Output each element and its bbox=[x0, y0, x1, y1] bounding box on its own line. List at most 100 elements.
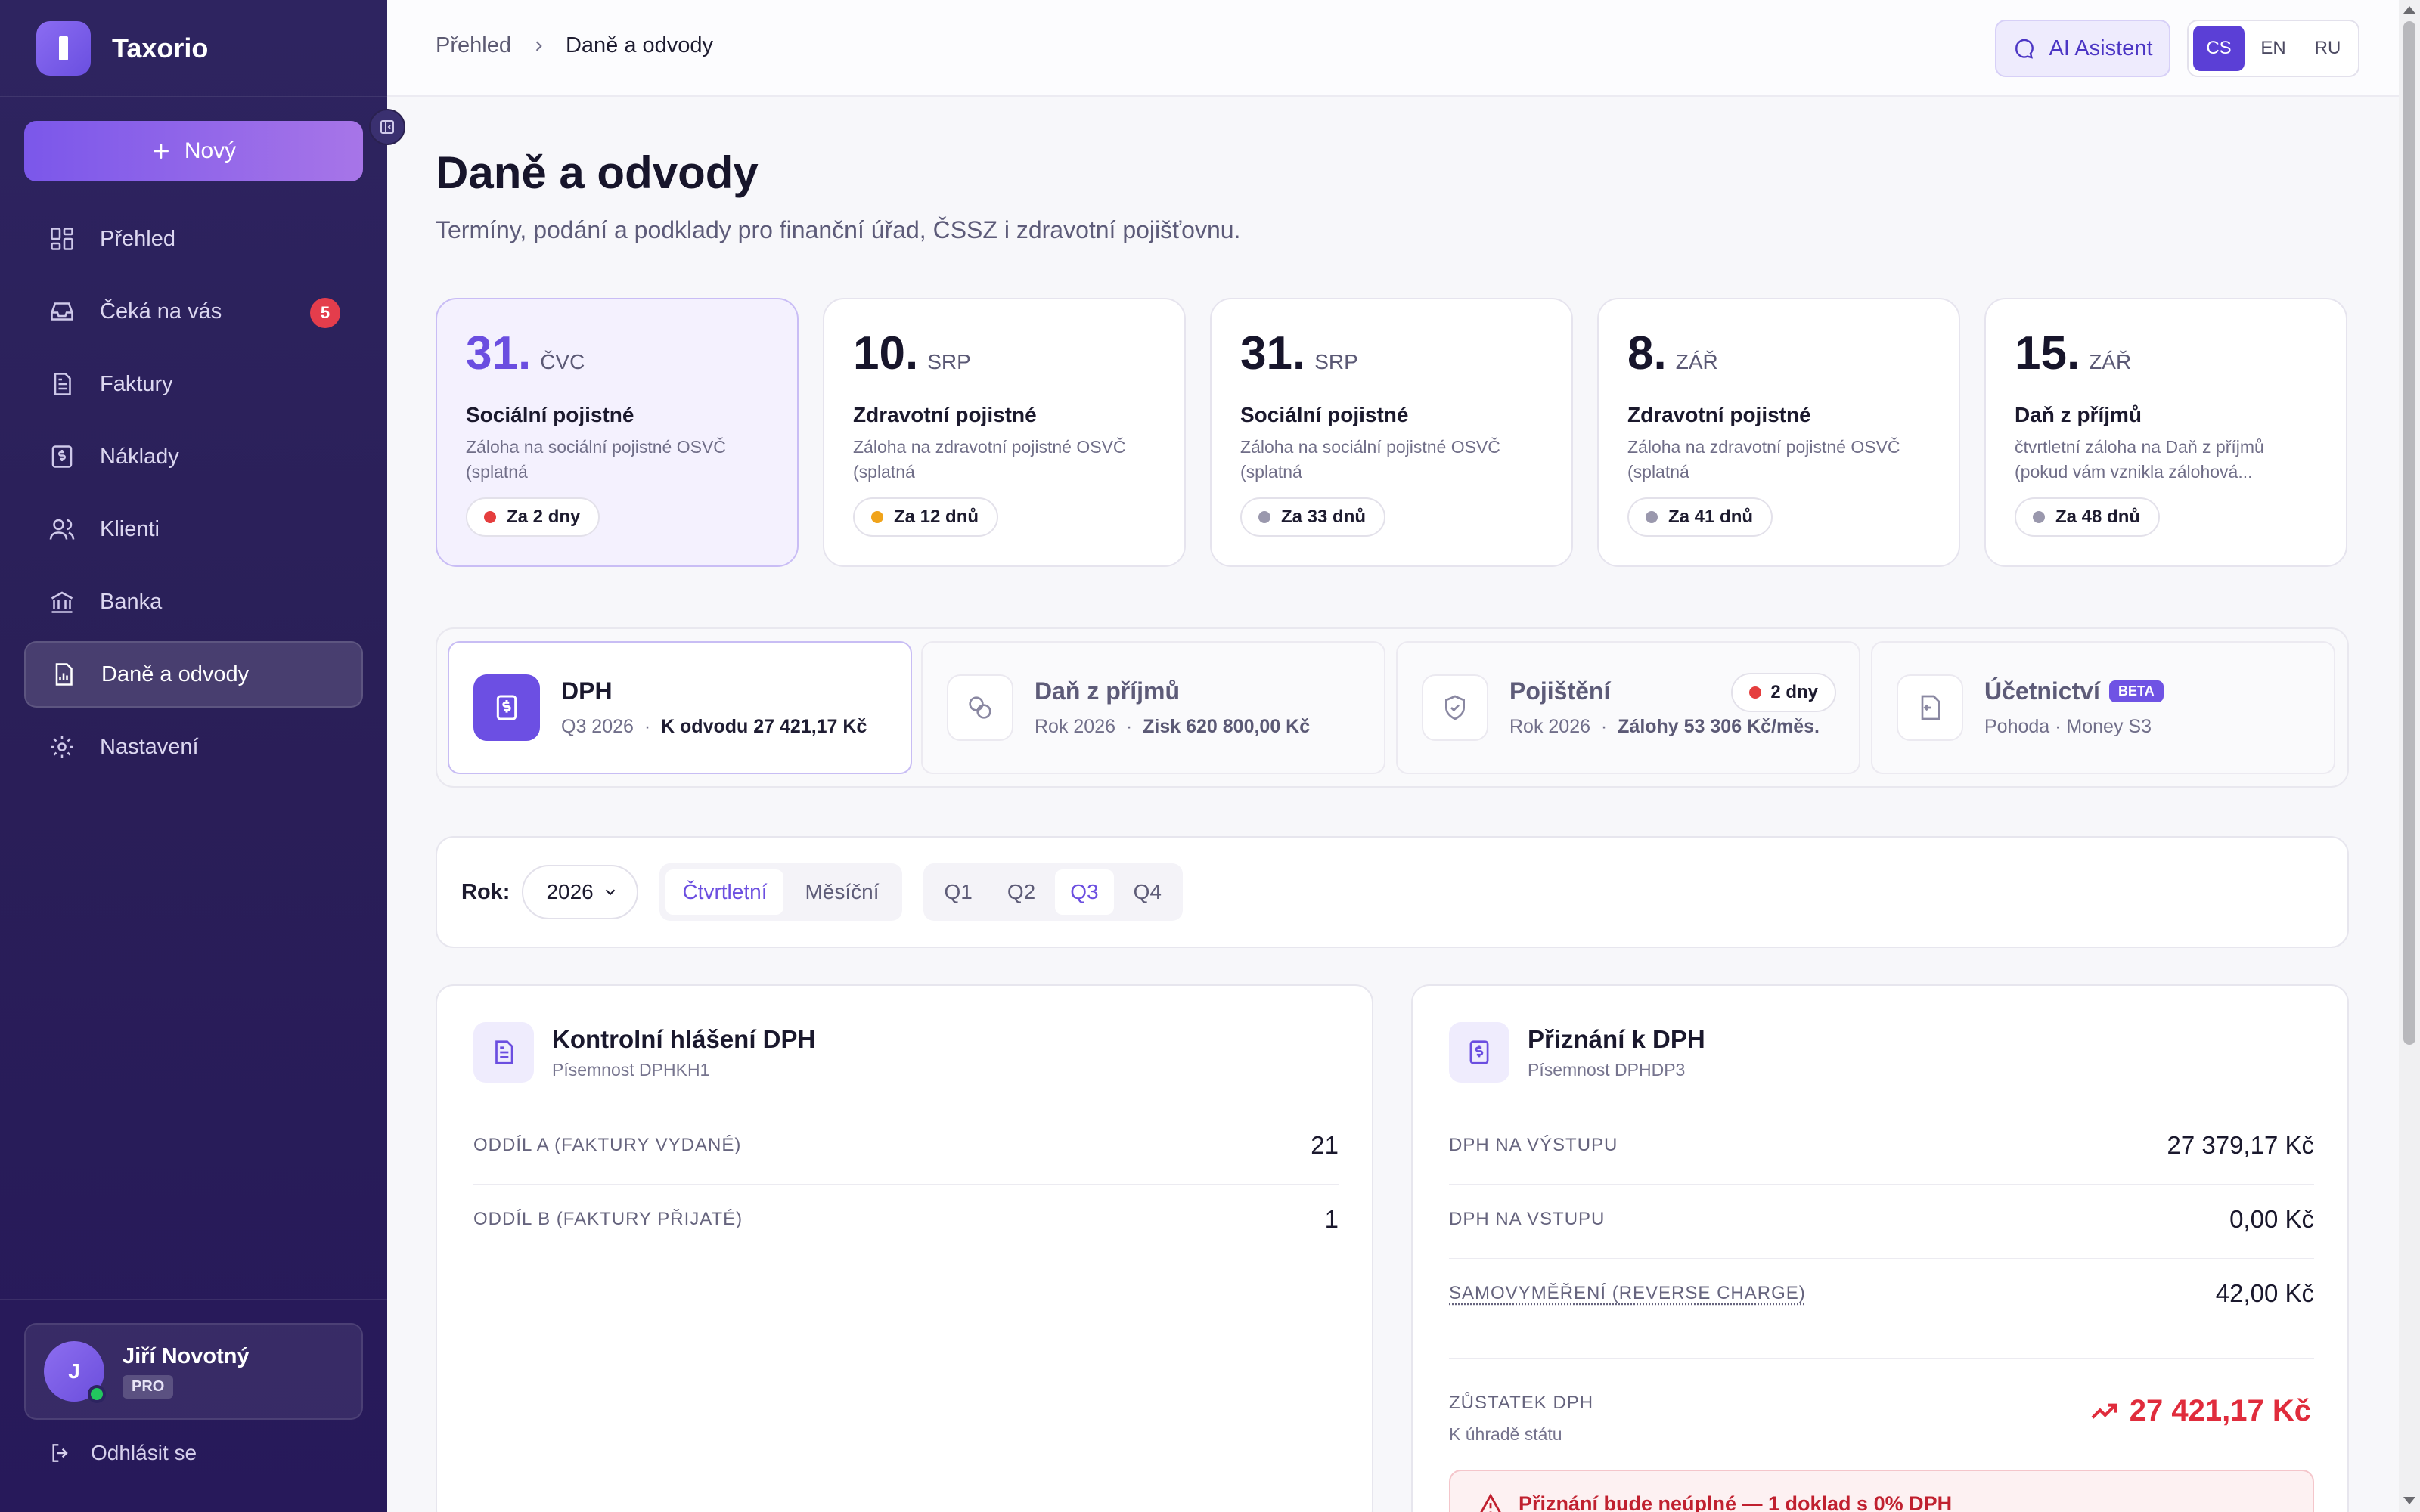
sidebar-item-ceka-na-vas[interactable]: Čeká na vás 5 bbox=[24, 278, 363, 345]
tab-title-row: Účetnictví BETA bbox=[1984, 677, 2164, 705]
page-subtitle: Termíny, podání a podklady pro finanční … bbox=[436, 216, 1240, 244]
tab-text: Účetnictví BETA Pohoda · Money S3 bbox=[1984, 677, 2164, 738]
deadline-due: Za 33 dnů bbox=[1281, 507, 1366, 528]
quarter-q1[interactable]: Q1 bbox=[929, 869, 988, 915]
panel-heading: Kontrolní hlášení DPH Písemnost DPHKH1 bbox=[534, 1025, 815, 1080]
sidebar-item-label: Daně a odvody bbox=[101, 662, 249, 687]
tax-report-icon bbox=[48, 659, 79, 689]
new-button[interactable]: Nový bbox=[24, 121, 363, 181]
file-export-icon bbox=[1897, 674, 1963, 741]
year-label: Rok: bbox=[461, 880, 510, 905]
breadcrumb-current: Daně a odvody bbox=[566, 33, 713, 58]
status-dot bbox=[484, 511, 496, 523]
sidebar-item-label: Faktury bbox=[100, 372, 173, 397]
taxorio-logo-icon[interactable] bbox=[36, 21, 91, 76]
status-dot bbox=[871, 511, 883, 523]
row-divider bbox=[1449, 1258, 2314, 1259]
coins-icon bbox=[947, 674, 1013, 741]
row-value: 1 bbox=[1325, 1205, 1339, 1234]
row-divider bbox=[1449, 1358, 2314, 1359]
deadline-due-pill: Za 48 dnů bbox=[2015, 497, 2160, 537]
deadline-card[interactable]: 15. ZÁŘ Daň z příjmů čtvrtletní záloha n… bbox=[1984, 298, 2347, 567]
scroll-down-arrow-icon[interactable] bbox=[2403, 1497, 2415, 1504]
logout-button[interactable]: Odhlásit se bbox=[48, 1441, 197, 1465]
deadline-month: SRP bbox=[927, 350, 971, 374]
topbar: Přehled Daně a odvody AI Asistent CS EN … bbox=[387, 0, 2399, 97]
page-scrollbar[interactable] bbox=[2399, 0, 2420, 1512]
lang-ru[interactable]: RU bbox=[2302, 26, 2353, 71]
balance-subtitle: K úhradě státu bbox=[1449, 1424, 1562, 1445]
scroll-thumb[interactable] bbox=[2403, 21, 2415, 1045]
deadline-title: Sociální pojistné bbox=[1240, 403, 1543, 427]
status-dot bbox=[2033, 511, 2045, 523]
shield-icon bbox=[1422, 674, 1488, 741]
deadline-due: Za 41 dnů bbox=[1668, 507, 1753, 528]
tab-subtitle: Q3 2026 · K odvodu 27 421,17 Kč bbox=[561, 716, 867, 738]
tab-title: Účetnictví bbox=[1984, 677, 2100, 705]
lang-en[interactable]: EN bbox=[2248, 26, 2299, 71]
user-card[interactable]: J Jiří Novotný PRO bbox=[24, 1323, 363, 1420]
row-divider bbox=[473, 1184, 1339, 1185]
tab-value: Zálohy 53 306 Kč/měs. bbox=[1618, 716, 1820, 737]
incomplete-warning: Přiznání bude neúplné — 1 doklad s 0% DP… bbox=[1449, 1470, 2314, 1512]
tab-pojisteni[interactable]: Pojištění Rok 2026 · Zálohy 53 306 Kč/mě… bbox=[1396, 641, 1860, 774]
document-icon bbox=[473, 1022, 534, 1083]
tab-ucetnictvi[interactable]: Účetnictví BETA Pohoda · Money S3 bbox=[1871, 641, 2335, 774]
row-value: 27 379,17 Kč bbox=[2167, 1131, 2315, 1160]
lang-cs[interactable]: CS bbox=[2193, 26, 2245, 71]
mode-monthly[interactable]: Měsíční bbox=[788, 869, 895, 915]
quarter-q3[interactable]: Q3 bbox=[1055, 869, 1113, 915]
deadline-date: 31. ČVC bbox=[466, 327, 768, 380]
notification-badge: 5 bbox=[310, 298, 340, 328]
sidebar-item-klienti[interactable]: Klienti bbox=[24, 496, 363, 562]
invoice-icon bbox=[47, 369, 77, 399]
deadline-card[interactable]: 8. ZÁŘ Zdravotní pojistné Záloha na zdra… bbox=[1597, 298, 1960, 567]
tab-dph[interactable]: DPH Q3 2026 · K odvodu 27 421,17 Kč bbox=[448, 641, 912, 774]
deadline-day: 31. bbox=[1240, 327, 1305, 380]
panel-title: Kontrolní hlášení DPH bbox=[552, 1025, 815, 1054]
sidebar-collapse-button[interactable] bbox=[369, 109, 405, 145]
dph-document-icon bbox=[473, 674, 540, 741]
trending-up-icon bbox=[2089, 1396, 2119, 1427]
sidebar-item-dane-a-odvody[interactable]: Daně a odvody bbox=[24, 641, 363, 708]
deadline-date: 15. ZÁŘ bbox=[2015, 327, 2317, 380]
sidebar-item-nastaveni[interactable]: Nastavení bbox=[24, 714, 363, 780]
deadline-card[interactable]: 31. SRP Sociální pojistné Záloha na soci… bbox=[1210, 298, 1573, 567]
year-select[interactable]: 2026 bbox=[522, 865, 638, 919]
deadline-date: 10. SRP bbox=[853, 327, 1156, 380]
deadline-title: Sociální pojistné bbox=[466, 403, 768, 427]
ai-assistant-button[interactable]: AI Asistent bbox=[1995, 20, 2170, 77]
sidebar-item-label: Klienti bbox=[100, 517, 160, 542]
gear-icon bbox=[47, 732, 77, 762]
reverse-charge-tooltip-label[interactable]: SAMOVYMĚŘENÍ (REVERSE CHARGE) bbox=[1449, 1283, 1806, 1304]
sidebar-item-faktury[interactable]: Faktury bbox=[24, 351, 363, 417]
logout-icon bbox=[48, 1441, 73, 1465]
panel-header: Přiznání k DPH Písemnost DPHDP3 bbox=[1449, 1022, 1705, 1083]
tab-subtitle: Rok 2026 · Zálohy 53 306 Kč/měs. bbox=[1509, 716, 1820, 738]
sidebar-item-prehled[interactable]: Přehled bbox=[24, 206, 363, 272]
status-dot bbox=[1258, 511, 1270, 523]
scroll-up-arrow-icon[interactable] bbox=[2403, 6, 2415, 14]
quarter-q4[interactable]: Q4 bbox=[1118, 869, 1177, 915]
sidebar-item-naklady[interactable]: Náklady bbox=[24, 423, 363, 490]
deadline-description: Záloha na sociální pojistné OSVČ (splatn… bbox=[466, 435, 768, 485]
summary-row: DPH NA VÝSTUPU 27 379,17 Kč bbox=[1449, 1131, 2314, 1160]
sidebar-divider bbox=[0, 1299, 387, 1300]
warning-text: Přiznání bude neúplné — 1 doklad s 0% DP… bbox=[1519, 1492, 1952, 1512]
deadline-description: Záloha na sociální pojistné OSVČ (splatn… bbox=[1240, 435, 1543, 485]
app-name: Taxorio bbox=[112, 33, 208, 64]
avatar: J bbox=[44, 1341, 104, 1402]
mode-quarterly[interactable]: Čtvrtletní bbox=[666, 869, 783, 915]
online-status-indicator bbox=[88, 1385, 106, 1403]
deadline-month: ZÁŘ bbox=[1676, 350, 1718, 374]
sidebar-item-banka[interactable]: Banka bbox=[24, 569, 363, 635]
tab-text: Daň z příjmů Rok 2026 · Zisk 620 800,00 … bbox=[1035, 677, 1310, 738]
quarter-q2[interactable]: Q2 bbox=[992, 869, 1050, 915]
deadline-day: 8. bbox=[1627, 327, 1667, 380]
tab-dan-z-prijmu[interactable]: Daň z příjmů Rok 2026 · Zisk 620 800,00 … bbox=[921, 641, 1385, 774]
deadline-card[interactable]: 31. ČVC Sociální pojistné Záloha na soci… bbox=[436, 298, 799, 567]
panel-subtitle: Písemnost DPHDP3 bbox=[1528, 1060, 1705, 1080]
breadcrumb-link-prehled[interactable]: Přehled bbox=[436, 33, 511, 58]
deadline-card[interactable]: 10. SRP Zdravotní pojistné Záloha na zdr… bbox=[823, 298, 1186, 567]
deadline-cards: 31. ČVC Sociální pojistné Záloha na soci… bbox=[436, 298, 2347, 567]
